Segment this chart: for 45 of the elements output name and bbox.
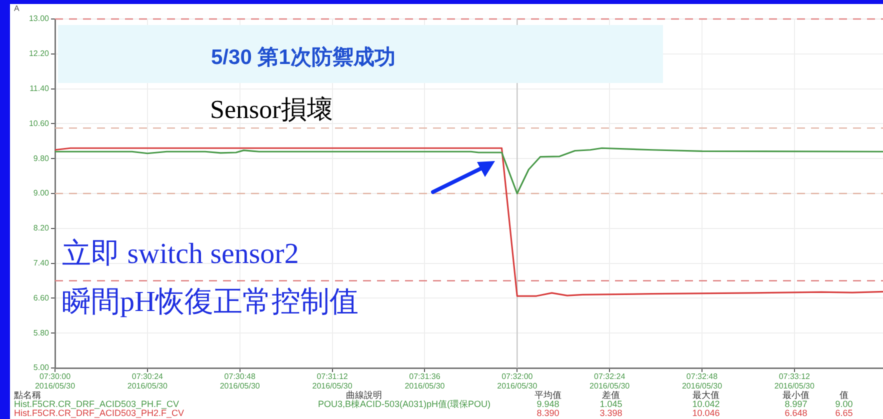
text: 10.042 <box>692 399 720 409</box>
text: 9.00 <box>835 399 853 409</box>
y-tick-label: 8.20 <box>33 224 50 233</box>
y-axis-title: A <box>14 4 20 14</box>
text: 1.045 <box>600 399 622 409</box>
text: 最大值 <box>692 390 720 400</box>
y-tick-label: 5.80 <box>33 328 50 338</box>
legend-title: 點名稱 <box>14 390 41 400</box>
annotation: 立即 switch sensor2 <box>62 237 299 272</box>
text: 9.948 <box>536 399 560 409</box>
text: 8.997 <box>784 399 808 409</box>
text: 平均值 <box>534 390 562 400</box>
x-tick-label: 07:32:48 2016/05/30 <box>682 372 723 391</box>
text: 10.046 <box>692 408 720 418</box>
y-tick-label: 7.40 <box>33 258 50 268</box>
x-tick-label: 07:30:00 2016/05/30 <box>34 372 76 391</box>
text: 曲線說明 <box>346 390 382 400</box>
y-tick-label: 10.60 <box>28 118 50 128</box>
y-tick-label: 5.00 <box>33 363 50 372</box>
text: 值 <box>840 390 848 400</box>
x-tick-label: 07:32:24 2016/05/30 <box>590 372 630 391</box>
text: 3.398 <box>600 408 622 418</box>
text: 最小值 <box>782 390 810 400</box>
x-tick-label: 07:30:24 2016/05/30 <box>127 372 168 391</box>
x-tick-label: 07:32:00 2016/05/30 <box>497 372 538 391</box>
text: POU3,B棟ACID-503(A031)pH值(環保POU) <box>318 399 491 409</box>
text: 8.390 <box>536 408 560 418</box>
text: 6.65 <box>835 408 853 418</box>
x-tick-label: 07:30:48 2016/05/30 <box>220 372 260 391</box>
x-tick-label: 07:31:12 2016/05/30 <box>312 372 353 391</box>
text: 6.648 <box>784 408 808 418</box>
y-tick-label: 13.00 <box>28 14 50 24</box>
y-tick-label: 9.00 <box>33 188 50 198</box>
x-tick-label: 07:33:12 2016/05/30 <box>774 372 815 391</box>
text: 差值 <box>602 390 620 400</box>
y-tick-label: 12.20 <box>28 49 50 58</box>
y-tick-label: 6.60 <box>33 293 50 302</box>
annotation: 瞬間pH恢復正常控制值 <box>62 285 358 320</box>
text: Hist.F5CR.CR_DRF_ACID503_PH.F_CV <box>14 399 180 409</box>
title-panel: 5/30 第1次防禦成功 <box>58 25 663 83</box>
x-tick-label: 07:31:36 2016/05/30 <box>404 372 446 391</box>
text: Hist.F5CR.CR_DRF_ACID503_PH2.F_CV <box>14 408 184 418</box>
text: Sensor損壞 <box>210 94 333 126</box>
y-tick-label: 9.80 <box>33 154 50 163</box>
y-tick-label: 11.40 <box>30 84 50 94</box>
